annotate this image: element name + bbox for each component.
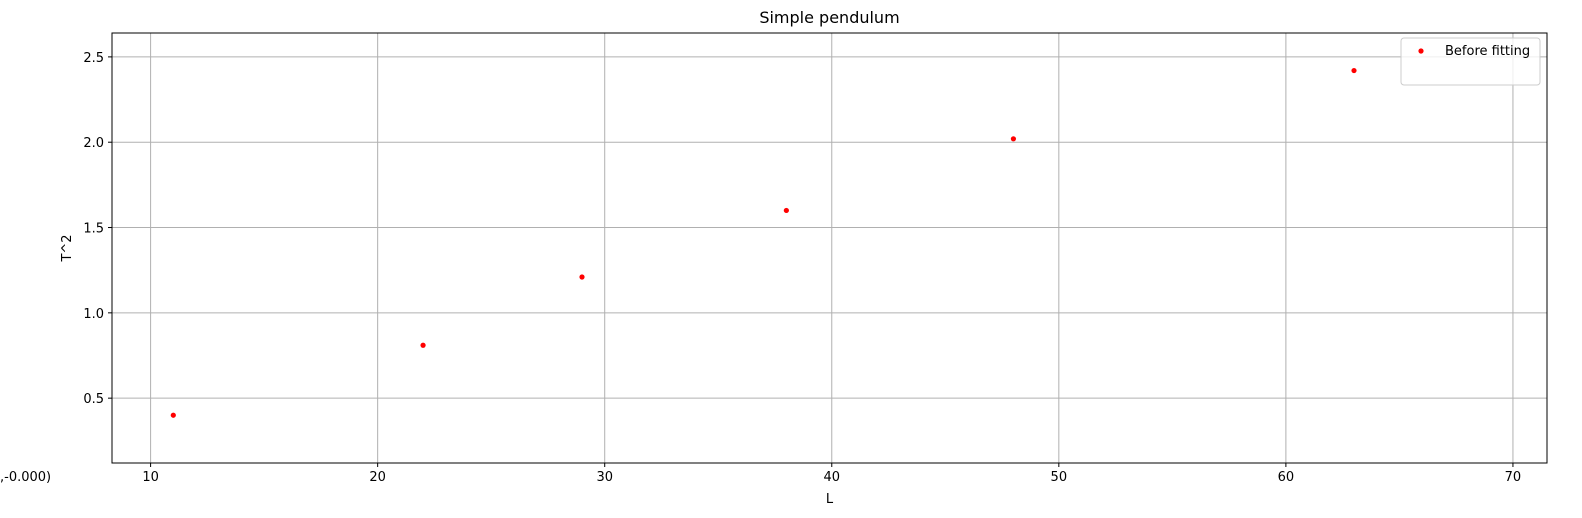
x-tick-label: 30 (596, 470, 613, 485)
data-point (783, 207, 789, 214)
y-tick-label: 1.5 (83, 222, 104, 237)
x-axis-label: L (826, 492, 834, 507)
data-point (1010, 136, 1017, 142)
y-axis-label: T^2 (60, 234, 75, 262)
axis-ticks: 10 20 30 40 50 60 70 0.5 1.0 1.5 2.0 2.5 (83, 51, 1521, 485)
x-tick-label: 60 (1278, 470, 1295, 485)
x-tick-label: 20 (369, 470, 386, 485)
data-points (170, 67, 1357, 418)
legend-marker-before-fitting (1418, 48, 1424, 54)
y-tick-label: 2.5 (83, 51, 104, 66)
chart-title: Simple pendulum (759, 8, 899, 27)
data-point (1351, 67, 1357, 74)
coordinate-readout: ,-0.000) (0, 470, 51, 485)
data-point (579, 274, 585, 280)
x-tick-label: 40 (823, 470, 840, 485)
x-tick-label: 70 (1505, 470, 1522, 485)
y-tick-label: 1.0 (83, 307, 104, 322)
legend-entry-before-fitting: Before fitting (1445, 44, 1530, 59)
y-tick-label: 0.5 (83, 392, 104, 407)
x-tick-label: 50 (1051, 470, 1068, 485)
grid (112, 33, 1547, 463)
data-point (420, 342, 426, 348)
legend-box (1400, 37, 1541, 86)
x-tick-label: 10 (142, 470, 159, 485)
legend: Before fitting (1400, 37, 1541, 86)
y-tick-label: 2.0 (83, 136, 104, 151)
plot-area-frame (111, 32, 1548, 464)
data-point (170, 412, 176, 418)
